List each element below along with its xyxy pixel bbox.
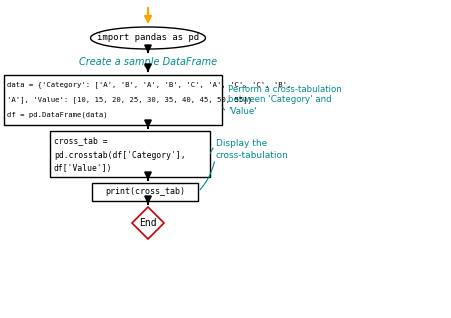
Ellipse shape [90, 27, 205, 49]
Text: print(cross_tab): print(cross_tab) [105, 188, 184, 197]
Text: pd.crosstab(df['Category'],: pd.crosstab(df['Category'], [54, 150, 185, 160]
Text: data = {'Category': ['A', 'B', 'A', 'B', 'C', 'A', 'C', 'C', 'B',: data = {'Category': ['A', 'B', 'A', 'B',… [7, 82, 291, 88]
Text: df = pd.DataFrame(data): df = pd.DataFrame(data) [7, 112, 107, 118]
Polygon shape [132, 207, 164, 239]
Text: cross_tab =: cross_tab = [54, 136, 107, 146]
Text: 'A'], 'Value': [10, 15, 20, 25, 30, 35, 40, 45, 50, 55]}: 'A'], 'Value': [10, 15, 20, 25, 30, 35, … [7, 97, 252, 103]
Text: Perform a cross-tabulation: Perform a cross-tabulation [227, 85, 341, 93]
Text: End: End [139, 218, 156, 228]
Text: between 'Category' and: between 'Category' and [227, 95, 331, 105]
Text: 'Value': 'Value' [227, 107, 256, 115]
Bar [50, 131, 210, 177]
Bar [92, 183, 198, 201]
Text: cross-tabulation: cross-tabulation [216, 150, 288, 160]
Text: import pandas as pd: import pandas as pd [97, 33, 198, 43]
Bar [4, 75, 221, 125]
Text: Create a sample DataFrame: Create a sample DataFrame [79, 57, 216, 67]
Text: Display the: Display the [216, 139, 267, 148]
Text: df['Value']): df['Value']) [54, 164, 112, 174]
